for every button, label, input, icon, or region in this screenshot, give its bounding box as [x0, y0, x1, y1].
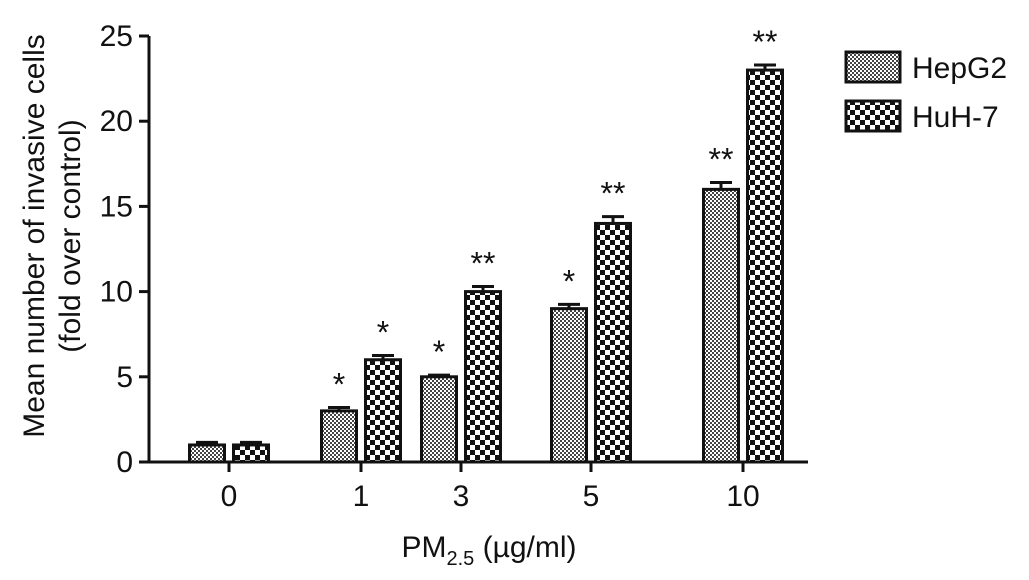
x-tick-label: 5: [583, 480, 600, 513]
bar-huh7-5: [594, 221, 632, 464]
bar-huh7-10: [746, 68, 784, 464]
legend-swatch-huh7: [844, 99, 902, 133]
y-axis-title: Mean number of invasive cells (fold over…: [18, 34, 87, 438]
significance-marker: *: [333, 366, 345, 402]
y-tick-label: 0: [116, 446, 133, 479]
legend-swatch-hepg2: [844, 50, 902, 84]
x-axis-label-subscript: 2.5: [446, 548, 474, 570]
x-tick-label: 10: [726, 480, 759, 513]
significance-marker: **: [753, 24, 778, 60]
x-axis-title: PM2.5 (µg/ml): [401, 531, 576, 570]
significance-marker: **: [709, 142, 734, 178]
bar-huh7-1: [364, 358, 402, 464]
y-tick-label: 10: [100, 276, 133, 309]
y-tick-label: 15: [100, 190, 133, 223]
y-tick-label: 5: [116, 361, 133, 394]
bar-hepg2-0: [188, 443, 226, 464]
y-axis-label-line1: Mean number of invasive cells: [18, 34, 51, 438]
y-tick-label: 25: [100, 20, 133, 53]
legend-label-huh7: HuH-7: [912, 101, 999, 134]
significance-marker: **: [471, 245, 496, 281]
x-tick-label: 1: [353, 480, 370, 513]
significance-marker: **: [601, 176, 626, 212]
legend-label-hepg2: HepG2: [912, 52, 1007, 85]
bar-huh7-3: [464, 290, 502, 464]
legend: HepG2 HuH-7: [844, 50, 1007, 134]
bar-hepg2-1: [320, 409, 358, 464]
x-axis-label-unit: (µg/ml): [474, 531, 576, 564]
y-tick-label: 20: [100, 105, 133, 138]
significance-marker: *: [433, 334, 445, 370]
significance-marker: *: [563, 263, 575, 299]
significance-marker: *: [377, 315, 389, 351]
y-axis-label-line2: (fold over control): [54, 119, 87, 352]
x-axis-label-main: PM: [401, 531, 446, 564]
x-tick-label: 3: [453, 480, 470, 513]
bar-hepg2-3: [420, 375, 458, 464]
x-tick-label: 0: [221, 480, 238, 513]
bars-group: ************: [188, 24, 784, 464]
bar-hepg2-10: [702, 187, 740, 464]
bar-huh7-0: [232, 443, 270, 464]
bar-hepg2-5: [550, 307, 588, 464]
